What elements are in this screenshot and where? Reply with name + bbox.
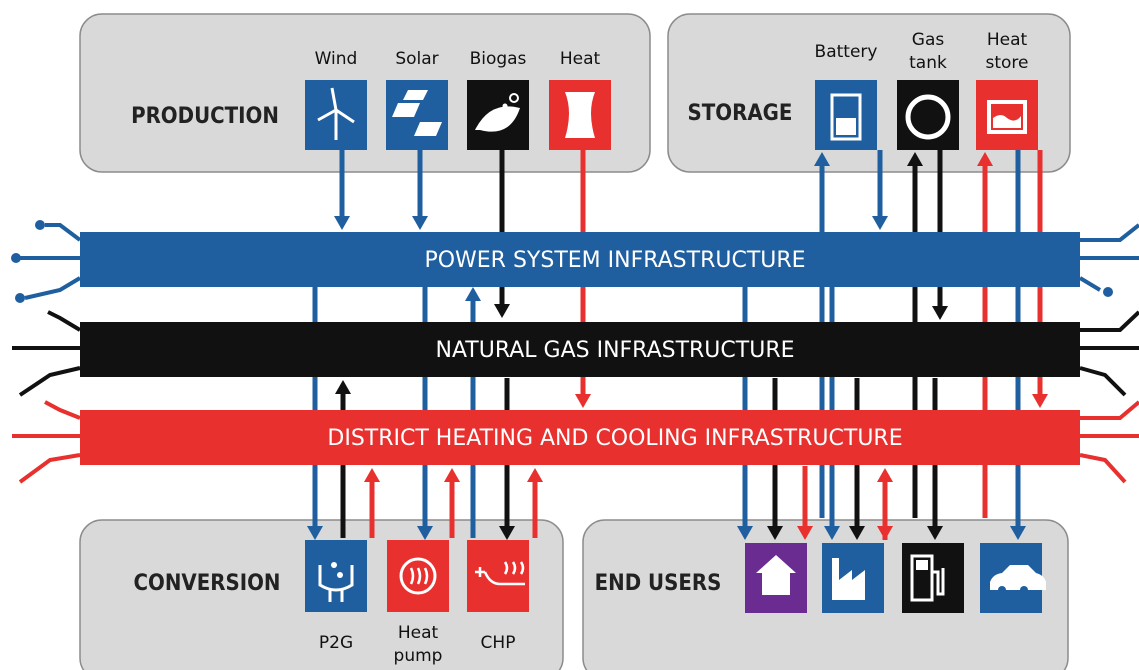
arrow-head [907, 152, 923, 166]
heat-pump-cycle [399, 557, 437, 595]
side-connector [1079, 366, 1127, 397]
infrastructure-label: NATURAL GAS INFRASTRUCTURE [435, 338, 794, 363]
biogas-bubble [509, 93, 519, 103]
side-connector [44, 400, 81, 420]
icon-tile [467, 540, 529, 612]
infrastructure-label: DISTRICT HEATING AND COOLING INFRASTRUCT… [327, 426, 902, 451]
p2g-bubble [337, 572, 343, 578]
arrow-head [364, 468, 380, 482]
side-connector [18, 453, 81, 484]
arrow-head [1032, 394, 1048, 408]
icon-label: pump [394, 646, 443, 666]
connector-dot [15, 293, 25, 303]
icon-label: Heat [560, 49, 601, 69]
side-connector [1079, 453, 1127, 484]
side-connector [47, 310, 82, 332]
icon-label: Biogas [470, 49, 527, 69]
section-title: PRODUCTION [131, 104, 279, 129]
section-title: END USERS [595, 571, 722, 596]
arrow-head [824, 526, 840, 540]
arrow-head [767, 526, 783, 540]
arrow-head [797, 526, 813, 540]
p2g-bubble [331, 562, 337, 568]
icons: Wind Solar Biogas Heat Battery Gas tank Heat sto… [305, 30, 1046, 666]
side-connector [45, 223, 82, 242]
arrow-head [499, 526, 515, 540]
side-connector [1080, 310, 1139, 332]
connector-dot [35, 220, 45, 230]
battery-body [830, 93, 862, 141]
house [756, 555, 796, 595]
icon-tile [305, 540, 367, 612]
arrow-head [814, 152, 830, 166]
arrow-head [977, 152, 993, 166]
icon-tile [822, 543, 884, 613]
arrow-head [527, 468, 543, 482]
side-connector [1080, 223, 1139, 242]
heat-store-frame [987, 100, 1027, 134]
arrow-head [307, 526, 323, 540]
arrow-head [877, 526, 893, 540]
heat-pump-waves [409, 567, 429, 585]
heat-store-wave [993, 115, 1021, 128]
car [990, 565, 1046, 590]
arrow-head [575, 394, 591, 408]
icon-tile [976, 80, 1038, 150]
icon-label: P2G [319, 633, 353, 653]
arrow-head [412, 216, 428, 230]
factory [832, 558, 865, 600]
arrow-head [849, 526, 865, 540]
chp-symbol [475, 561, 525, 586]
car-wheel [998, 586, 1006, 594]
fuel-window [916, 560, 928, 570]
infrastructure-bar [80, 410, 1080, 465]
arrow-head [444, 468, 460, 482]
arrow-head [872, 216, 888, 230]
p2g-vessel [318, 565, 354, 602]
battery-level [836, 118, 856, 135]
arrow-head [335, 380, 351, 394]
icon-label: Heat [398, 623, 439, 643]
infrastructure-bar [80, 322, 1080, 377]
icon-tile [387, 540, 449, 612]
connector-dot [1103, 287, 1113, 297]
infrastructure-label: POWER SYSTEM INFRASTRUCTURE [424, 248, 805, 273]
icon-label: Gas [912, 30, 945, 50]
icon-label: Heat [987, 30, 1028, 50]
arrow-head [494, 304, 510, 318]
icon-label: Solar [395, 49, 438, 69]
side-connector [24, 276, 82, 300]
arrow-head [334, 216, 350, 230]
connector-dot [11, 253, 21, 263]
gas-tank-ring [905, 94, 951, 140]
icon-label: CHP [481, 633, 516, 653]
arrow-head [927, 526, 943, 540]
icon-label: tank [909, 53, 947, 73]
arrow-head [932, 306, 948, 320]
side-connector [1078, 276, 1102, 292]
arrow-head [877, 468, 893, 482]
biogas-bubble [502, 103, 508, 109]
car-wheel [1020, 586, 1028, 594]
side-connector [1080, 400, 1139, 420]
fuel-pump [910, 554, 945, 602]
solar-panels [392, 90, 442, 136]
wind-blades [317, 87, 355, 124]
arrow-head [465, 287, 481, 301]
heat-tower [565, 92, 595, 138]
arrow-head [1010, 526, 1026, 540]
section-title: CONVERSION [134, 571, 281, 596]
icon-label: store [986, 53, 1029, 73]
infrastructure: POWER SYSTEM INFRASTRUCTURE NATURAL GAS I… [11, 220, 1139, 484]
section-title: STORAGE [688, 101, 793, 126]
arrow-head [417, 526, 433, 540]
infrastructure-bar [80, 232, 1080, 287]
side-connector [18, 366, 81, 397]
biogas-leaf [475, 106, 520, 132]
icon-label: Wind [315, 49, 358, 69]
arrow-head [737, 526, 753, 540]
icon-label: Battery [815, 42, 878, 62]
